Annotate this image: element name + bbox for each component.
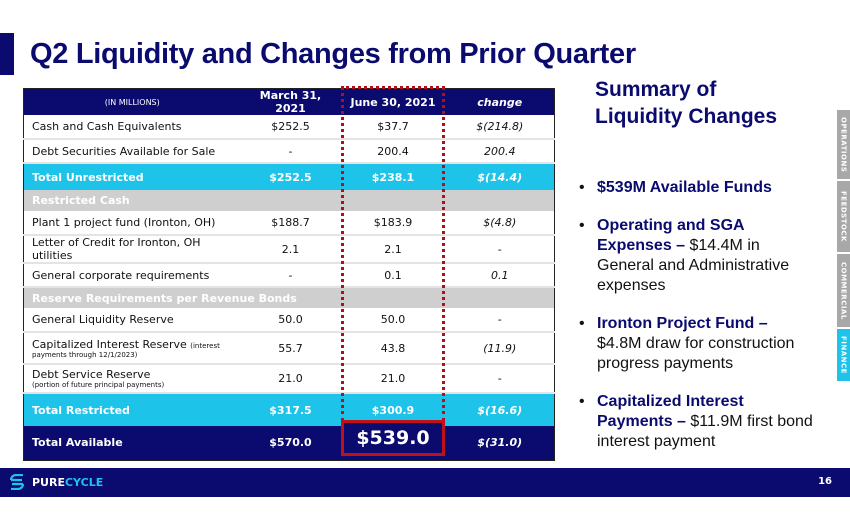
header-march: March 31, 2021 xyxy=(240,88,341,115)
purecycle-logo: PURECYCLE xyxy=(8,474,103,490)
total-unrestricted-row: Total Unrestricted $252.5 $238.1 $(14.4) xyxy=(23,163,555,190)
header-units: (IN MILLIONS) xyxy=(23,88,241,115)
cell-change: - xyxy=(445,308,555,333)
bullet-item: $539M Available Funds xyxy=(575,178,815,198)
row-label: General Liquidity Reserve xyxy=(23,308,241,333)
footer-bar: PURECYCLE 16 xyxy=(0,468,850,497)
bullet-bold: Ironton Project Fund – xyxy=(597,315,768,332)
header-june: June 30, 2021 xyxy=(340,88,446,115)
bullet-bold: Capitalized Interest Payments – xyxy=(597,393,744,430)
cell-march: 2.1 xyxy=(240,235,341,264)
side-tab-commercial[interactable]: COMMERCIAL xyxy=(837,254,850,327)
row-label: General corporate requirements xyxy=(23,263,241,288)
section-label: Reserve Requirements per Revenue Bonds xyxy=(23,287,555,308)
cell-change: $(214.8) xyxy=(445,115,555,140)
section-label: Restricted Cash xyxy=(23,190,555,211)
table-row: Plant 1 project fund (Ironton, OH) $188.7… xyxy=(23,211,555,236)
liquidity-table: (IN MILLIONS) March 31, 2021 June 30, 20… xyxy=(23,88,555,461)
cell-change: $(14.4) xyxy=(445,163,555,190)
row-label: Total Unrestricted xyxy=(23,163,241,190)
table-row: General corporate requirements -0.1 0.1 xyxy=(23,263,555,288)
summary-bullets: $539M Available Funds Operating and SGA … xyxy=(575,178,815,470)
title-accent-bar xyxy=(0,33,14,75)
cell-june: $183.9 xyxy=(340,211,446,236)
row-note: (portion of future principal payments) xyxy=(32,381,165,389)
bullet-bold: Operating and SGA Expenses – xyxy=(597,217,744,254)
cell-march: $252.5 xyxy=(240,163,341,190)
total-available-row: Total Available $570.0 $(31.0) xyxy=(23,426,555,460)
row-label-text: Capitalized Interest Reserve xyxy=(32,337,187,351)
logo-text-pure: PURE xyxy=(32,475,65,489)
table-header-row: (IN MILLIONS) March 31, 2021 June 30, 20… xyxy=(23,88,555,115)
cell-june: 50.0 xyxy=(340,308,446,333)
row-label: Total Restricted xyxy=(23,393,241,426)
cell-change: $(31.0) xyxy=(445,426,555,460)
cell-march: $188.7 xyxy=(240,211,341,236)
bullet-text: $11.9M first bond interest payment xyxy=(597,413,813,450)
cell-change: (11.9) xyxy=(445,332,555,365)
table-row: Capitalized Interest Reserve (interest pa… xyxy=(23,332,555,365)
cell-june: 43.8 xyxy=(340,332,446,365)
cell-june: 21.0 xyxy=(340,364,446,394)
cell-change: - xyxy=(445,364,555,394)
cell-change: $(16.6) xyxy=(445,393,555,426)
summary-title-line: Summary of xyxy=(595,78,717,101)
row-label: Cash and Cash Equivalents xyxy=(23,115,241,140)
page-title: Q2 Liquidity and Changes from Prior Quar… xyxy=(30,38,636,70)
row-label: Debt Service Reserve (portion of future p… xyxy=(23,364,241,394)
row-note: (interest xyxy=(190,341,220,350)
cell-march: 50.0 xyxy=(240,308,341,333)
cell-june: $37.7 xyxy=(340,115,446,140)
cell-march: 55.7 xyxy=(240,332,341,365)
side-tab-operations[interactable]: OPERATIONS xyxy=(837,110,850,179)
purecycle-logo-icon xyxy=(9,474,25,490)
side-tab-feedstock[interactable]: FEEDSTOCK xyxy=(837,181,850,252)
cell-march: 21.0 xyxy=(240,364,341,394)
row-label: Plant 1 project fund (Ironton, OH) xyxy=(23,211,241,236)
bullet-bold: $539M Available Funds xyxy=(597,179,772,196)
bullet-text: $4.8M draw for construction progress pay… xyxy=(597,335,795,372)
cell-march: $252.5 xyxy=(240,115,341,140)
bullet-text: $14.4M in General and Administrative exp… xyxy=(597,237,790,294)
table-row: Debt Securities Available for Sale -200.4… xyxy=(23,139,555,164)
logo-text-cycle: CYCLE xyxy=(64,475,104,489)
total-restricted-row: Total Restricted $317.5 $300.9 $(16.6) xyxy=(23,393,555,426)
total-available-highlight: $539.0 xyxy=(341,420,445,456)
bullet-item: Capitalized Interest Payments – $11.9M f… xyxy=(575,392,815,452)
row-label: Capitalized Interest Reserve (interest pa… xyxy=(23,332,241,365)
cell-change: $(4.8) xyxy=(445,211,555,236)
row-label: Total Available xyxy=(23,426,241,460)
cell-june: 2.1 xyxy=(340,235,446,264)
side-tab-finance[interactable]: FINANCE xyxy=(837,329,850,381)
summary-title: Summary of Liquidity Changes xyxy=(595,76,777,130)
row-label: Letter of Credit for Ironton, OH utiliti… xyxy=(23,235,241,264)
cell-june: $238.1 xyxy=(340,163,446,190)
cell-change: - xyxy=(445,235,555,264)
cell-march: - xyxy=(240,263,341,288)
table-row: Cash and Cash Equivalents $252.5 $37.7 $(21… xyxy=(23,115,555,140)
summary-title-line: Liquidity Changes xyxy=(595,105,778,128)
row-label-text: Debt Service Reserve xyxy=(32,368,151,381)
cell-change: 200.4 xyxy=(445,139,555,164)
table-row: Debt Service Reserve (portion of future p… xyxy=(23,364,555,394)
bullet-item: Operating and SGA Expenses – $14.4M in G… xyxy=(575,216,815,296)
bullet-item: Ironton Project Fund – $4.8M draw for co… xyxy=(575,314,815,374)
section-header-row: Restricted Cash xyxy=(23,190,555,211)
cell-change: 0.1 xyxy=(445,263,555,288)
table-row: General Liquidity Reserve 50.0 50.0- xyxy=(23,308,555,333)
cell-march: $570.0 xyxy=(240,426,341,460)
cell-june: 0.1 xyxy=(340,263,446,288)
cell-march: $317.5 xyxy=(240,393,341,426)
header-change: change xyxy=(445,88,555,115)
row-label: Debt Securities Available for Sale xyxy=(23,139,241,164)
section-header-row: Reserve Requirements per Revenue Bonds xyxy=(23,287,555,308)
table-row: Letter of Credit for Ironton, OH utiliti… xyxy=(23,235,555,264)
cell-march: - xyxy=(240,139,341,164)
page-number: 16 xyxy=(818,476,832,487)
row-note: payments through 12/1/2023) xyxy=(32,350,138,359)
cell-june: 200.4 xyxy=(340,139,446,164)
